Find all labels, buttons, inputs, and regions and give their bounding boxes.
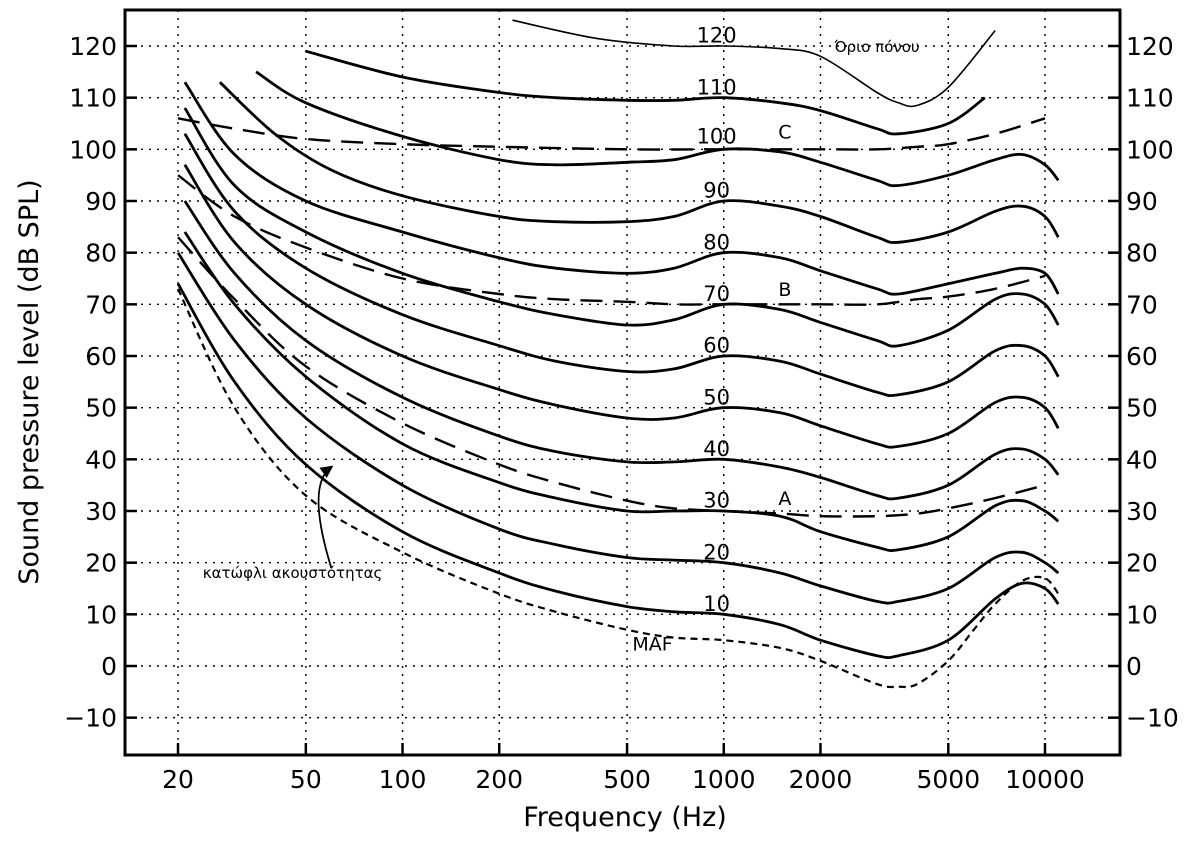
y-tick-label-left: 20 <box>85 549 117 578</box>
phon-label: 40 <box>703 437 730 461</box>
labels-layer: 120 110 100 90 80 70 60 50 40 30 20 10 C B A MAF Όριο πό… <box>203 24 920 656</box>
x-tick-label: 200 <box>475 765 523 794</box>
threshold-arrow <box>317 465 334 569</box>
y-tick-label-left: 60 <box>85 342 117 371</box>
y-tick-label-left: −10 <box>64 704 117 733</box>
phon-label: 50 <box>703 385 730 409</box>
maf-curve <box>177 288 1060 689</box>
y-tick-label-right: 100 <box>1126 135 1174 164</box>
phon-label: 70 <box>703 282 730 306</box>
hearing-threshold-label: κατώφλι ακουστότητας <box>203 564 382 582</box>
phon-label: 120 <box>697 24 737 48</box>
phon-label: 110 <box>697 75 737 99</box>
y-tick-label-left: 40 <box>85 445 117 474</box>
y-tick-label-left: 70 <box>85 290 117 319</box>
phon-label: 30 <box>703 489 730 513</box>
y-tick-label-right: 120 <box>1126 32 1174 61</box>
grid-lines <box>125 10 1120 755</box>
phon-label: 90 <box>703 179 730 203</box>
y-tick-label-right: 10 <box>1126 600 1158 629</box>
y-tick-label-left: 100 <box>69 135 117 164</box>
x-tick-label: 10000 <box>1005 765 1085 794</box>
equal-loudness-contour-50 <box>183 164 1060 449</box>
y-tick-label-left: 80 <box>85 239 117 268</box>
weighting-label: A <box>778 488 791 510</box>
y-tick-label-right: 80 <box>1126 239 1158 268</box>
weighting-curve-B <box>177 174 1046 306</box>
curves-layer <box>176 19 1060 689</box>
weighting-label: B <box>778 279 791 301</box>
y-axis-title: Sound pressure level (dB SPL) <box>14 179 45 584</box>
y-tick-label-left: 50 <box>85 394 117 423</box>
x-tick-label: 20 <box>162 765 194 794</box>
y-tick-label-left: 120 <box>69 32 117 61</box>
weighting-label: C <box>778 121 791 143</box>
weighting-curve-C <box>177 117 1046 151</box>
equal-loudness-contour-90 <box>218 81 1060 244</box>
y-tick-label-left: 0 <box>101 652 117 681</box>
x-tick-label: 100 <box>379 765 427 794</box>
x-axis-title: Frequency (Hz) <box>523 802 727 833</box>
x-tick-label: 500 <box>603 765 651 794</box>
y-tick-label-left: 30 <box>85 497 117 526</box>
phon-label: 100 <box>697 124 737 148</box>
equal-loudness-contour-40 <box>183 200 1060 501</box>
y-tick-label-right: 60 <box>1126 342 1158 371</box>
equal-loudness-contour-110 <box>305 49 986 136</box>
x-tick-label: 2000 <box>789 765 853 794</box>
equal-loudness-contour-10 <box>176 283 1060 660</box>
y-tick-label-right: 50 <box>1126 394 1158 423</box>
y-tick-label-right: −10 <box>1126 704 1179 733</box>
y-tick-label-right: 30 <box>1126 497 1158 526</box>
plot-frame <box>123 8 1122 757</box>
y-tick-label-left: 10 <box>85 600 117 629</box>
plot-border <box>123 8 1122 757</box>
x-tick-label: 50 <box>290 765 322 794</box>
equal-loudness-contour-20 <box>176 251 1060 605</box>
equal-loudness-contour-60 <box>183 133 1060 398</box>
phon-label: 20 <box>703 540 730 564</box>
y-tick-label-right: 40 <box>1126 445 1158 474</box>
x-tick-label: 5000 <box>916 765 980 794</box>
weighting-curve-A <box>177 236 1046 518</box>
equal-loudness-contour-100 <box>255 70 1060 188</box>
maf-label: MAF <box>632 634 672 656</box>
phon-label: 60 <box>703 334 730 358</box>
y-tick-label-right: 0 <box>1126 652 1142 681</box>
pain-threshold-label: Όριο πόνου <box>833 38 919 56</box>
equal-loudness-contour-120 <box>512 19 996 108</box>
equal-loudness-contour-80 <box>183 81 1060 296</box>
y-tick-label-right: 20 <box>1126 549 1158 578</box>
y-tick-label-right: 90 <box>1126 187 1158 216</box>
ticks-layer: −10 −10 0 0 10 10 20 20 30 30 40 40 50 50 60 60 70 70 80 80… <box>64 32 1179 794</box>
phon-label: 10 <box>703 592 730 616</box>
y-tick-label-left: 110 <box>69 84 117 113</box>
phon-label: 80 <box>703 230 730 254</box>
x-tick-label: 1000 <box>692 765 756 794</box>
y-tick-label-right: 70 <box>1126 290 1158 319</box>
y-tick-label-left: 90 <box>85 187 117 216</box>
y-tick-label-right: 110 <box>1126 84 1174 113</box>
